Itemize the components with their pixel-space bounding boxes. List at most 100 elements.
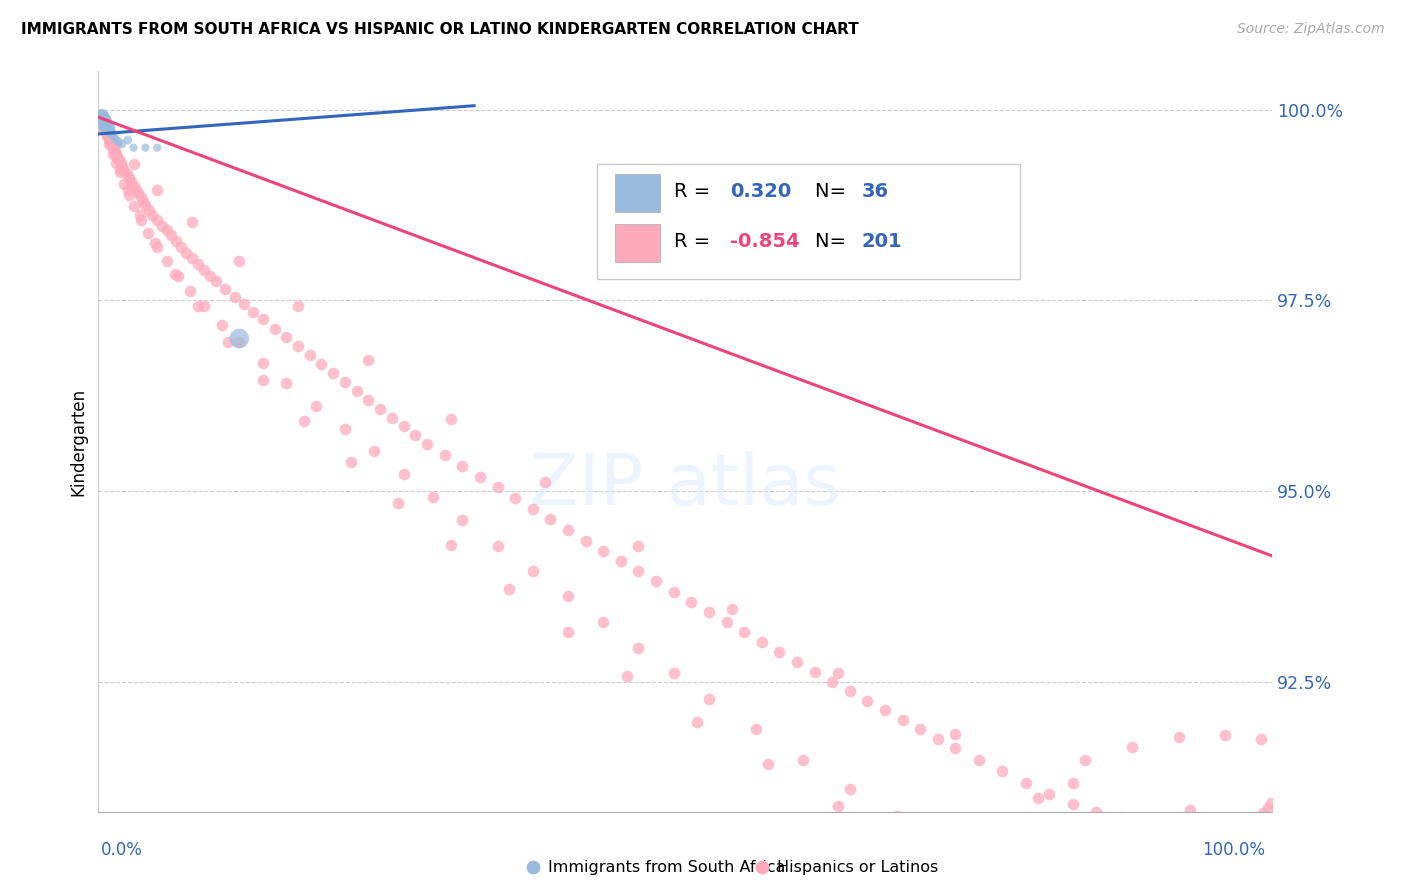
Point <box>908 723 931 737</box>
Point <box>451 458 474 473</box>
Point <box>193 300 215 314</box>
Y-axis label: Kindergarten: Kindergarten <box>69 387 87 496</box>
Point <box>93 110 115 124</box>
Point <box>90 109 112 123</box>
Point <box>967 753 990 767</box>
Point <box>155 223 177 237</box>
Point <box>134 198 156 212</box>
Point <box>100 124 122 138</box>
Point <box>117 133 139 147</box>
Point <box>91 109 114 123</box>
Point <box>1180 803 1202 817</box>
Point <box>287 339 309 353</box>
Point <box>627 564 650 578</box>
Point <box>697 605 720 619</box>
Point <box>433 448 456 462</box>
Point <box>1015 775 1038 789</box>
Point <box>128 208 150 222</box>
Point <box>686 714 709 729</box>
Point <box>522 501 544 516</box>
Point <box>557 523 579 537</box>
Point <box>1202 816 1225 830</box>
Point <box>181 215 204 229</box>
Point <box>681 595 703 609</box>
Point <box>105 150 128 164</box>
Point <box>908 834 931 848</box>
Point <box>146 183 169 197</box>
Point <box>98 136 121 151</box>
Point <box>98 135 121 149</box>
Point <box>733 625 755 640</box>
Point <box>827 798 849 813</box>
Point <box>112 163 135 178</box>
Point <box>751 635 773 649</box>
Point <box>91 112 114 126</box>
Point <box>105 156 128 170</box>
Point <box>557 590 579 604</box>
Text: 0.0%: 0.0% <box>101 841 143 859</box>
Point <box>1038 787 1060 801</box>
Point <box>745 723 768 737</box>
Text: ZIP atlas: ZIP atlas <box>530 451 841 520</box>
Point <box>105 133 128 147</box>
Point <box>93 121 115 136</box>
Point <box>346 384 368 399</box>
Point <box>533 475 555 489</box>
Point <box>252 374 274 388</box>
Point <box>187 257 209 271</box>
Point <box>368 401 391 416</box>
Point <box>91 110 114 124</box>
Point <box>404 428 426 442</box>
Point <box>146 141 169 155</box>
Point <box>97 129 120 144</box>
Point <box>1132 814 1154 828</box>
Text: Source: ZipAtlas.com: Source: ZipAtlas.com <box>1237 22 1385 37</box>
Point <box>179 284 201 298</box>
Point <box>214 282 236 296</box>
Point <box>129 190 152 204</box>
Point <box>96 127 118 141</box>
Text: IMMIGRANTS FROM SOUTH AFRICA VS HISPANIC OR LATINO KINDERGARTEN CORRELATION CHAR: IMMIGRANTS FROM SOUTH AFRICA VS HISPANIC… <box>21 22 859 37</box>
Bar <box>614 224 659 262</box>
Point <box>233 297 256 311</box>
Point <box>217 335 239 350</box>
Text: 0.320: 0.320 <box>730 182 792 201</box>
Point <box>1085 805 1108 819</box>
Point <box>592 543 614 558</box>
Point <box>1108 810 1130 824</box>
Point <box>118 188 141 202</box>
FancyBboxPatch shape <box>598 164 1019 278</box>
Point <box>276 330 298 344</box>
Point <box>311 358 333 372</box>
Point <box>340 455 363 469</box>
Point <box>927 732 949 747</box>
Point <box>1243 810 1265 824</box>
Point <box>242 305 264 319</box>
Text: Hispanics or Latinos: Hispanics or Latinos <box>778 860 938 875</box>
Point <box>91 114 114 128</box>
Point <box>127 186 149 201</box>
Point <box>980 852 1002 866</box>
Point <box>363 444 385 458</box>
Point <box>945 727 967 741</box>
Point <box>90 112 112 126</box>
Point <box>105 136 128 151</box>
Point <box>357 392 380 407</box>
Point <box>98 120 121 134</box>
Point <box>108 165 131 179</box>
Point <box>1167 730 1189 744</box>
Point <box>486 480 509 494</box>
Point <box>193 262 215 277</box>
Text: 36: 36 <box>862 182 889 201</box>
Point <box>557 625 579 640</box>
Point <box>991 764 1014 779</box>
Point <box>662 585 685 599</box>
Point <box>498 582 520 596</box>
Point <box>163 267 186 281</box>
Point <box>392 419 415 434</box>
Point <box>111 136 134 151</box>
Point <box>187 300 209 314</box>
Point <box>856 694 879 708</box>
Point <box>838 684 860 698</box>
Point <box>1226 814 1249 828</box>
